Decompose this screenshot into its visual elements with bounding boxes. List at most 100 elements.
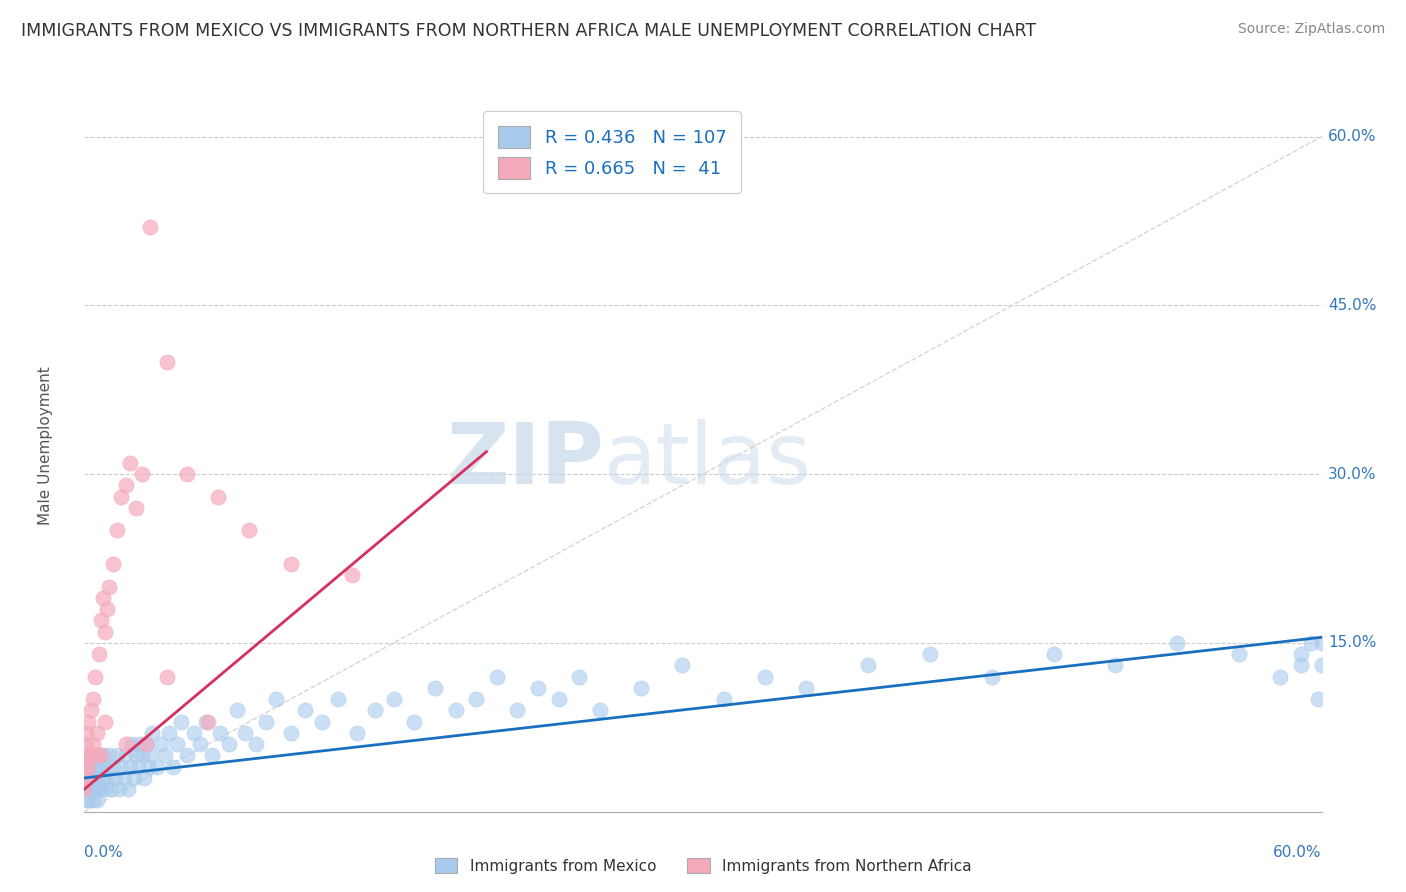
Point: [83, 670, 105, 684]
Text: ZIP: ZIP: [446, 419, 605, 502]
Point: [114, 748, 136, 763]
Point: [1310, 636, 1333, 650]
Point: [1289, 658, 1312, 673]
Point: [77, 760, 100, 774]
Point: [94, 782, 117, 797]
Point: [79, 748, 101, 763]
Point: [87, 782, 110, 797]
Point: [568, 670, 591, 684]
Point: [83, 771, 105, 785]
Point: [110, 760, 132, 774]
Legend: R = 0.436   N = 107, R = 0.665   N =  41: R = 0.436 N = 107, R = 0.665 N = 41: [484, 112, 741, 194]
Point: [166, 737, 188, 751]
Point: [856, 658, 879, 673]
Point: [218, 737, 240, 751]
Point: [207, 490, 229, 504]
Point: [382, 692, 405, 706]
Text: 45.0%: 45.0%: [1327, 298, 1376, 313]
Point: [506, 703, 529, 717]
Point: [918, 647, 941, 661]
Point: [79, 782, 101, 797]
Point: [114, 478, 136, 492]
Point: [118, 456, 141, 470]
Point: [162, 760, 184, 774]
Point: [90, 760, 112, 774]
Point: [294, 703, 316, 717]
Point: [82, 737, 104, 751]
Point: [188, 737, 211, 751]
Text: 30.0%: 30.0%: [1327, 467, 1376, 482]
Point: [77, 771, 100, 785]
Text: IMMIGRANTS FROM MEXICO VS IMMIGRANTS FROM NORTHERN AFRICA MALE UNEMPLOYMENT CORR: IMMIGRANTS FROM MEXICO VS IMMIGRANTS FRO…: [21, 22, 1036, 40]
Point: [131, 748, 153, 763]
Point: [129, 737, 152, 751]
Point: [86, 760, 108, 774]
Point: [671, 658, 693, 673]
Point: [108, 782, 131, 797]
Point: [342, 568, 364, 582]
Point: [1310, 658, 1333, 673]
Point: [713, 692, 735, 706]
Point: [254, 714, 277, 729]
Point: [90, 748, 112, 763]
Point: [201, 748, 224, 763]
Point: [630, 681, 652, 695]
Point: [157, 726, 180, 740]
Point: [326, 692, 349, 706]
Point: [79, 703, 101, 717]
Point: [105, 748, 128, 763]
Point: [280, 726, 302, 740]
Point: [404, 714, 426, 729]
Point: [139, 219, 162, 234]
Point: [1306, 692, 1329, 706]
Point: [444, 703, 467, 717]
Point: [485, 670, 508, 684]
Point: [105, 524, 128, 538]
Point: [141, 726, 163, 740]
Point: [346, 726, 368, 740]
Point: [176, 467, 198, 482]
Point: [86, 726, 108, 740]
Point: [131, 467, 153, 482]
Point: [103, 760, 125, 774]
Legend: Immigrants from Mexico, Immigrants from Northern Africa: Immigrants from Mexico, Immigrants from …: [429, 852, 977, 880]
Point: [197, 714, 219, 729]
Point: [110, 490, 132, 504]
Point: [82, 793, 104, 807]
Point: [176, 748, 198, 763]
Point: [77, 714, 100, 729]
Point: [153, 748, 176, 763]
Text: Source: ZipAtlas.com: Source: ZipAtlas.com: [1237, 22, 1385, 37]
Point: [794, 681, 817, 695]
Point: [170, 714, 193, 729]
Point: [98, 748, 121, 763]
Point: [73, 748, 96, 763]
Point: [149, 737, 172, 751]
Point: [94, 760, 117, 774]
Point: [75, 793, 97, 807]
Point: [183, 726, 205, 740]
Point: [100, 782, 122, 797]
Point: [135, 737, 157, 751]
Point: [136, 760, 159, 774]
Point: [75, 771, 97, 785]
Point: [90, 614, 112, 628]
Point: [156, 670, 179, 684]
Point: [195, 714, 218, 729]
Point: [139, 748, 162, 763]
Point: [135, 737, 157, 751]
Point: [1042, 647, 1064, 661]
Point: [238, 524, 260, 538]
Point: [1166, 636, 1188, 650]
Point: [75, 748, 97, 763]
Text: 60.0%: 60.0%: [1327, 129, 1376, 144]
Point: [75, 737, 97, 751]
Point: [118, 760, 141, 774]
Point: [156, 354, 179, 368]
Point: [311, 714, 333, 729]
Point: [82, 692, 104, 706]
Point: [86, 793, 108, 807]
Point: [245, 737, 267, 751]
Point: [77, 782, 100, 797]
Point: [754, 670, 776, 684]
